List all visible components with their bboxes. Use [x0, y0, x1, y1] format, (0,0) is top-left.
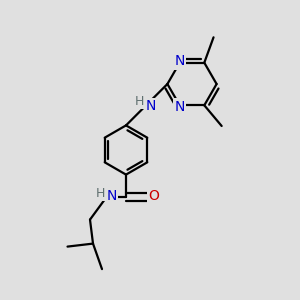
- Text: O: O: [148, 189, 159, 202]
- Text: H: H: [96, 187, 105, 200]
- Text: N: N: [175, 55, 185, 68]
- Text: N: N: [146, 100, 156, 113]
- Text: H: H: [134, 95, 144, 108]
- Text: N: N: [175, 100, 185, 113]
- Text: N: N: [107, 190, 117, 203]
